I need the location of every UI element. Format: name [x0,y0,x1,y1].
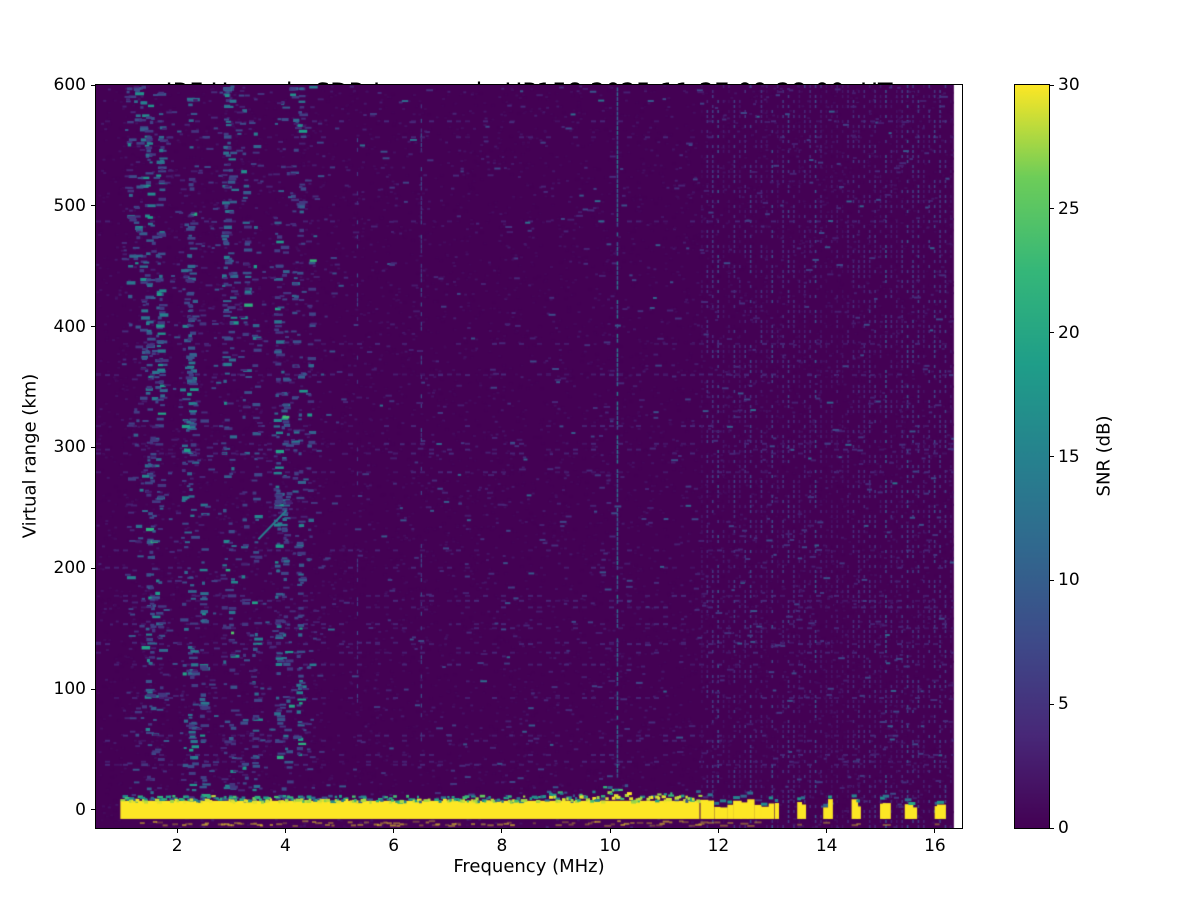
x-tick-label: 16 [924,836,946,856]
x-tick-mark [501,829,503,833]
y-tick-label: 100 [53,679,86,700]
x-tick-label: 2 [171,836,183,856]
colorbar-tick-mark [1050,208,1054,210]
colorbar-tick-label: 10 [1058,570,1080,591]
x-tick-label: 12 [707,836,730,856]
y-tick-label: 200 [53,558,86,579]
x-tick-mark [717,829,719,833]
y-tick-label: 0 [75,799,86,820]
y-tick-label: 300 [53,437,86,458]
colorbar-canvas [1015,85,1049,828]
x-tick-label: 10 [599,836,621,856]
x-tick-mark [826,829,828,833]
colorbar-tick-mark [1050,456,1054,457]
plot-area [95,84,963,829]
colorbar-label: SNR (dB) [1093,415,1115,497]
colorbar [1014,84,1050,829]
colorbar-tick-mark [1050,579,1054,581]
x-tick-mark [393,829,395,833]
y-tick-mark [91,688,95,690]
x-tick-label: 4 [280,836,291,856]
x-axis-label: Frequency (MHz) [453,856,605,877]
x-tick-label: 14 [815,836,838,856]
colorbar-tick-label: 0 [1058,818,1069,838]
y-tick-mark [91,567,95,569]
colorbar-tick-label: 5 [1058,694,1069,715]
x-tick-mark [284,829,286,833]
y-tick-label: 400 [53,316,86,337]
colorbar-tick-mark [1050,332,1054,334]
y-tick-label: 600 [53,75,86,95]
heatmap-canvas [96,85,962,828]
y-tick-mark [91,809,95,811]
colorbar-tick-label: 25 [1058,198,1080,219]
x-tick-mark [176,829,178,833]
colorbar-tick-label: 20 [1058,322,1080,343]
y-tick-mark [91,84,95,86]
x-tick-mark [609,829,611,833]
colorbar-tick-mark [1050,827,1054,829]
y-tick-mark [91,446,95,448]
x-tick-mark [934,829,936,833]
x-tick-label: 6 [388,836,400,856]
x-tick-label: 8 [496,836,508,856]
y-tick-label: 500 [53,195,86,216]
colorbar-tick-label: 30 [1058,75,1080,95]
colorbar-tick-mark [1050,703,1054,705]
y-tick-mark [91,205,95,207]
y-tick-mark [91,326,95,328]
colorbar-tick-label: 15 [1058,446,1080,467]
colorbar-tick-mark [1050,84,1054,86]
